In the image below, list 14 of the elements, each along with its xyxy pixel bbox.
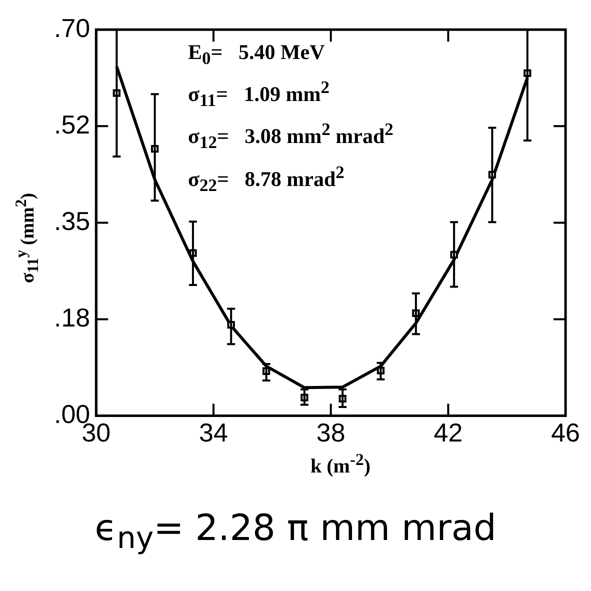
y-tick-label: .35 (54, 206, 90, 236)
annotation: σ$_{22}$= 8.78 mrad$^{2}$ (188, 160, 346, 197)
x-axis-title: k (m$^{-2}$) (310, 450, 372, 479)
text: ϵ$_{ny}$= 2.28 π mm mrad (94, 508, 498, 556)
y-tick-label: .52 (54, 109, 90, 140)
annotation: σ$_{12}$= 3.08 mm$^{2}$ mrad$^{2}$ (188, 118, 394, 155)
annotation: E$_{0}$= 5.40 MeV (188, 39, 326, 70)
x-tick-label: 38 (316, 418, 346, 448)
x-tick-label: 46 (551, 418, 580, 448)
y-tick-label: .70 (54, 12, 90, 43)
y-tick-label: .18 (54, 302, 90, 332)
x-tick-label: 42 (434, 418, 463, 448)
annotation: σ$_{11}$= 1.09 mm$^{2}$ (188, 76, 330, 112)
x-tick-label: 34 (199, 418, 228, 448)
